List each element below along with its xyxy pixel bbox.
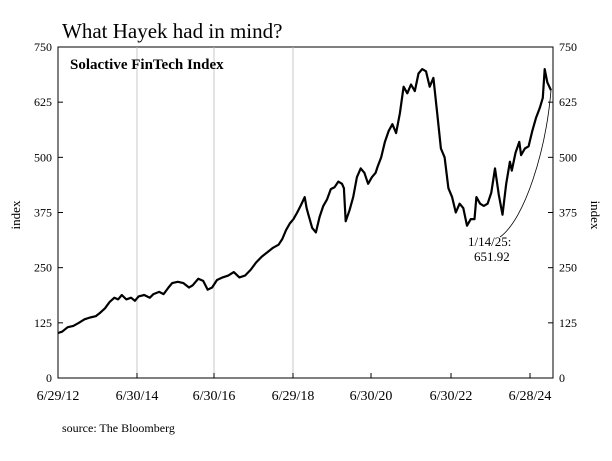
y-tick-label-right: 625: [559, 95, 577, 109]
annotation-value: 651.92: [474, 249, 510, 264]
x-tick-label: 6/30/20: [350, 389, 393, 404]
y-tick-label-left: 500: [34, 150, 52, 164]
annotation-date: 1/14/25:: [468, 234, 511, 249]
y-tick-label-left: 250: [34, 261, 52, 275]
y-axis-left: 0 125 250 375 500 625 750: [34, 40, 63, 385]
y-tick-label-right: 500: [559, 150, 577, 164]
y-tick-label-left: 750: [34, 40, 52, 54]
source-note: source: The Bloomberg: [62, 421, 175, 435]
y-tick-label-right: 750: [559, 40, 577, 54]
y-tick-label-left: 125: [34, 316, 52, 330]
series-line: [57, 68, 552, 335]
x-tick-label: 6/30/14: [116, 389, 159, 404]
x-axis: 6/29/12 6/30/14 6/30/16 6/29/18 6/30/20 6/30/…: [37, 373, 552, 404]
y-tick-label-right: 125: [559, 316, 577, 330]
x-tick-label: 6/29/12: [37, 389, 80, 404]
y-axis-right-label: index: [588, 201, 603, 230]
y-tick-label-right: 375: [559, 206, 577, 220]
y-axis-left-label: index: [8, 200, 23, 229]
x-tick-label: 6/29/18: [272, 389, 315, 404]
x-tick-label: 6/28/24: [509, 389, 552, 404]
plot-border: [57, 46, 554, 379]
y-tick-label-right: 0: [559, 371, 565, 385]
x-tick-label: 6/30/16: [193, 389, 236, 404]
plot-frame: [57, 46, 554, 379]
y-tick-label-left: 375: [34, 206, 52, 220]
y-axis-right: 0 125 250 375 500 625 750: [548, 40, 577, 385]
y-tick-label-right: 250: [559, 261, 577, 275]
chart-subtitle: Solactive FinTech Index: [70, 57, 224, 73]
chart-title: What Hayek had in mind?: [62, 19, 282, 43]
annotation-leader-line: [499, 90, 552, 238]
y-tick-label-left: 625: [34, 95, 52, 109]
grid-lines: [136, 47, 294, 378]
x-tick-label: 6/30/22: [430, 389, 473, 404]
y-tick-label-left: 0: [46, 371, 52, 385]
